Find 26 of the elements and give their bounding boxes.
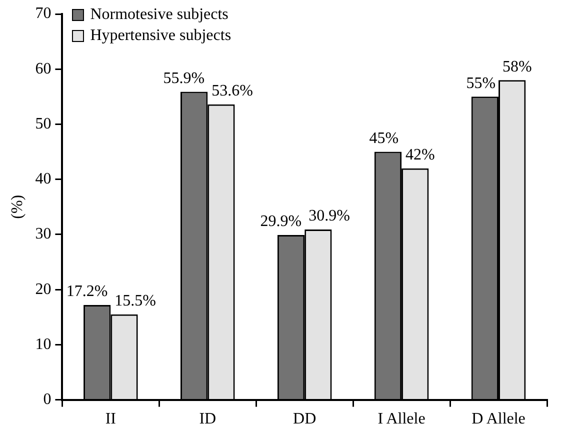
legend-label: Normotesive subjects	[90, 5, 228, 25]
data-label: 55%	[466, 74, 496, 92]
data-label: 15.5%	[114, 292, 156, 310]
data-label: 55.9%	[163, 70, 205, 87]
y-tick-label: 10	[35, 336, 52, 353]
x-tick-label: ID	[199, 410, 216, 428]
y-tick-label: 0	[43, 391, 52, 408]
y-tick-label: 30	[35, 226, 52, 243]
data-label: 58%	[502, 58, 532, 76]
legend-label: Hypertensive subjects	[90, 26, 232, 46]
data-label: 45%	[369, 130, 399, 147]
x-tick-label: D Allele	[472, 410, 526, 428]
x-tick-label: II	[105, 410, 116, 428]
y-tick-label: 40	[35, 170, 52, 188]
y-tick-label: 70	[35, 5, 52, 22]
data-label: 30.9%	[308, 208, 350, 225]
y-tick-label: 50	[35, 115, 52, 132]
y-tick-label: 20	[35, 280, 52, 298]
data-label: 42%	[406, 146, 435, 164]
x-tick-label: I Allele	[378, 410, 426, 428]
x-tick-label: DD	[293, 410, 316, 428]
y-axis-title: (%)	[8, 194, 26, 219]
y-tick-label: 60	[35, 60, 52, 78]
data-label: 17.2%	[66, 283, 108, 300]
data-label: 29.9%	[260, 213, 302, 230]
data-label: 53.6%	[212, 82, 253, 100]
